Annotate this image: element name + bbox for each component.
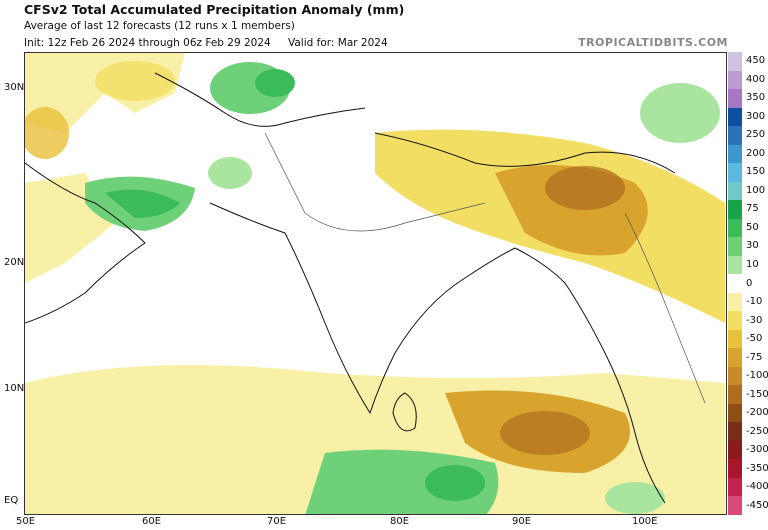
wet-anomaly-equatorial-core [425, 465, 485, 501]
colorbar-segment [728, 477, 742, 497]
colorbar-label: 300 [746, 110, 766, 122]
colorbar-label: -250 [746, 425, 768, 437]
brand-watermark: TROPICALTIDBITS.COM [578, 36, 728, 49]
colorbar-label: 400 [746, 73, 766, 85]
colorbar-segment [728, 329, 742, 349]
wet-anomaly-karakoram-core [255, 69, 295, 97]
colorbar-label: 100 [746, 184, 766, 196]
colorbar-label: 150 [746, 166, 766, 178]
colorbar-segment [728, 255, 742, 275]
colorbar-segment [728, 496, 742, 516]
lon-label-80e: 80E [390, 516, 410, 527]
colorbar-label: 30 [746, 240, 759, 252]
colorbar-label: -30 [746, 314, 763, 326]
colorbar-segment [728, 422, 742, 442]
colorbar-label: -400 [746, 481, 768, 493]
coastlines [25, 72, 706, 504]
colorbar-segment [728, 459, 742, 479]
colorbar-segment [728, 200, 742, 220]
colorbar-label: -200 [746, 407, 768, 419]
colorbar-label: -75 [746, 351, 763, 363]
colorbar-label: 450 [746, 55, 766, 67]
colorbar-segment [728, 70, 742, 90]
colorbar-label: -300 [746, 444, 768, 456]
colorbar-segment [728, 218, 742, 238]
colorbar-label: 50 [746, 221, 759, 233]
colorbar-label: 10 [746, 258, 759, 270]
dry-anomaly-bay-core [500, 411, 590, 455]
chart-subtitle: Average of last 12 forecasts (12 runs x … [24, 20, 295, 32]
lon-label-60e: 60E [142, 516, 162, 527]
colorbar-segment [728, 311, 742, 331]
colorbar-segment [728, 163, 742, 183]
dry-anomaly-caspian [95, 61, 175, 101]
colorbar-label: -50 [746, 333, 763, 345]
precip-anomaly-map [25, 53, 725, 514]
colorbar-segment [728, 440, 742, 460]
colorbar-label: -350 [746, 462, 768, 474]
colorbar-segment [728, 274, 742, 294]
colorbar-label: 200 [746, 147, 766, 159]
colorbar-label: -100 [746, 370, 768, 382]
colorbar-label: 75 [746, 203, 759, 215]
colorbar-label: 0 [746, 277, 753, 289]
anomaly-shading [25, 53, 725, 514]
colorbar-segment [728, 348, 742, 368]
colorbar-label: 350 [746, 92, 766, 104]
colorbar [728, 52, 742, 516]
wet-anomaly-sindh [208, 157, 252, 189]
colorbar-segment [728, 403, 742, 423]
lon-label-90e: 90E [512, 516, 532, 527]
chart-title: CFSv2 Total Accumulated Precipitation An… [24, 2, 405, 17]
colorbar-segment [728, 237, 742, 257]
colorbar-segment [728, 385, 742, 405]
colorbar-label: -450 [746, 499, 768, 511]
colorbar-segment [728, 181, 742, 201]
colorbar-segment [728, 292, 742, 312]
lon-label-100e: 100E [632, 516, 658, 527]
map-panel [24, 52, 727, 515]
colorbar-label: -150 [746, 388, 768, 400]
colorbar-segment [728, 52, 742, 72]
lon-label-70e: 70E [267, 516, 287, 527]
wet-anomaly-sumatra [605, 482, 665, 514]
dry-anomaly-iran [25, 107, 69, 159]
lon-label-50e: 50E [16, 516, 36, 527]
lat-label-20n: 20N [4, 257, 25, 268]
dry-anomaly-core [545, 166, 625, 210]
init-time: Init: 12z Feb 26 2024 through 06z Feb 29… [24, 37, 271, 49]
colorbar-segment [728, 144, 742, 164]
lat-label-30n: 30N [4, 82, 25, 93]
wet-anomaly-china [640, 83, 720, 143]
lat-label-10n: 10N [4, 383, 25, 394]
colorbar-segment [728, 366, 742, 386]
wet-anomaly-oman-core [105, 189, 180, 218]
colorbar-segment [728, 89, 742, 109]
colorbar-label: 250 [746, 129, 766, 141]
valid-time: Valid for: Mar 2024 [288, 37, 388, 49]
colorbar-segment [728, 126, 742, 146]
colorbar-label: -10 [746, 296, 763, 308]
colorbar-segment [728, 107, 742, 127]
lat-label-eq: EQ [4, 495, 19, 506]
